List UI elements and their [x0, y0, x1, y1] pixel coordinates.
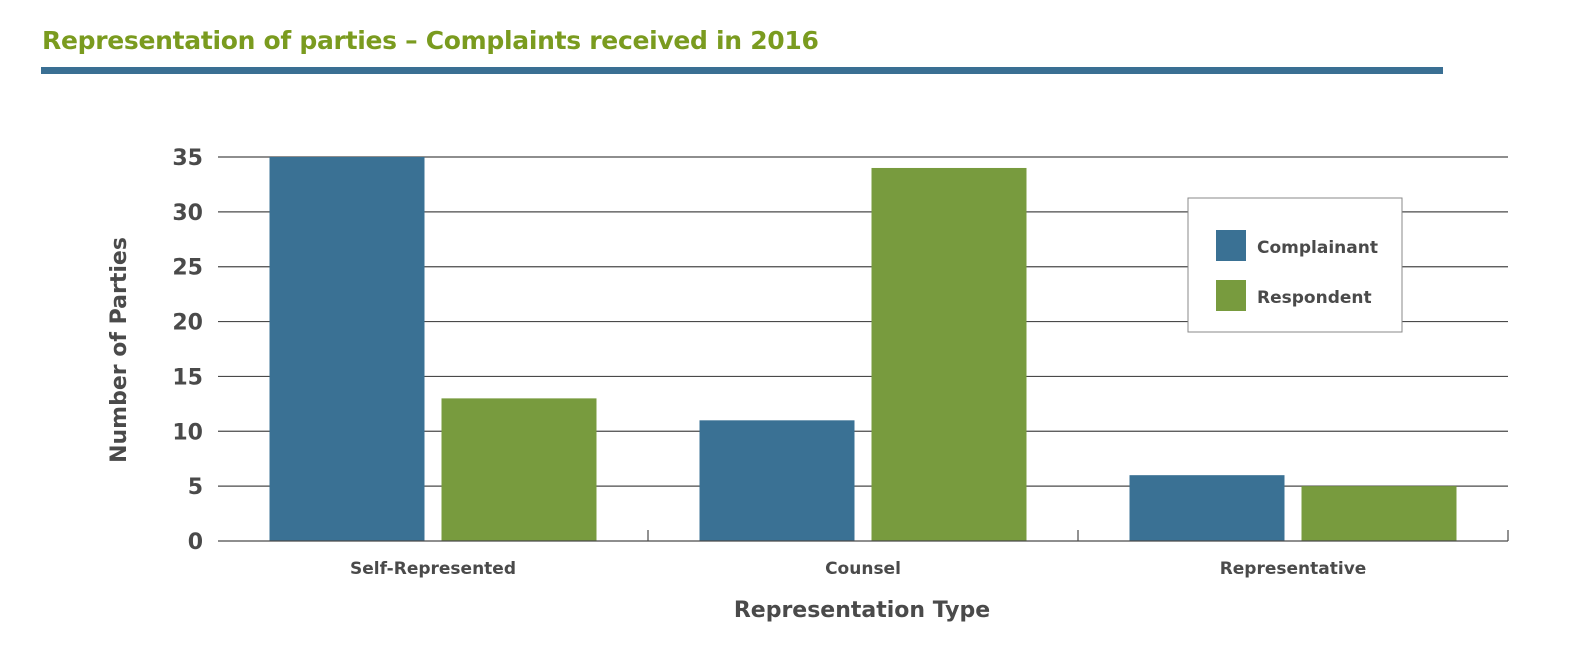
x-tick-label: Counsel [825, 559, 901, 579]
y-tick-label: 5 [188, 475, 203, 500]
y-tick-label: 35 [172, 146, 203, 171]
y-tick-label: 25 [172, 256, 203, 281]
legend-swatch-complainant [1216, 230, 1246, 261]
chart-title: Representation of parties – Complaints r… [42, 26, 819, 55]
legend-label-complainant: Complainant [1257, 238, 1378, 258]
gridlines [218, 156, 1508, 487]
x-tick-label: Self-Represented [350, 559, 516, 579]
bar-complainant-counsel [699, 420, 855, 541]
y-tick-label: 10 [172, 420, 203, 445]
y-tick-label: 20 [172, 311, 203, 336]
y-tick-label: 15 [172, 365, 203, 390]
bar-complainant-representative [1129, 475, 1285, 541]
y-tick-label: 30 [172, 201, 203, 226]
bar-respondent-counsel [871, 167, 1027, 541]
x-axis-title: Representation Type [734, 598, 990, 623]
title-underline [41, 67, 1443, 74]
y-tick-label: 0 [188, 530, 203, 555]
axes: 0 5 10 15 20 25 30 35 Self-Represented Counsel Rep… [172, 146, 1509, 579]
legend-label-respondent: Respondent [1257, 288, 1372, 308]
y-axis-title: Number of Parties [107, 237, 132, 463]
legend: Complainant Respondent [1187, 197, 1403, 333]
bar-respondent-self-represented [441, 398, 597, 541]
bar-respondent-representative [1301, 486, 1457, 541]
bar-complainant-self-represented [269, 157, 425, 541]
bars [269, 157, 1457, 541]
legend-swatch-respondent [1216, 280, 1246, 311]
x-tick-label: Representative [1220, 559, 1367, 579]
legend-box [1187, 197, 1403, 333]
